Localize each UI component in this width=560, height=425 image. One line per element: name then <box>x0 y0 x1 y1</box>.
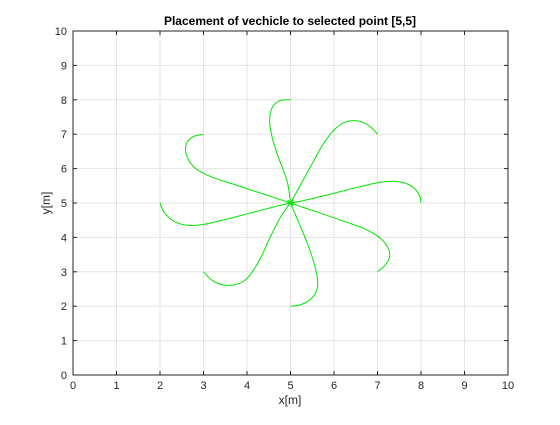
trajectory-line-7 <box>159 202 291 227</box>
y-tick-label: 10 <box>55 26 67 38</box>
y-tick-label: 8 <box>61 95 67 107</box>
y-tick-label: 5 <box>61 198 67 210</box>
y-tick-label: 3 <box>61 267 67 279</box>
x-tick-label: 9 <box>461 380 467 392</box>
y-tick-label: 2 <box>61 301 67 313</box>
x-tick-label: 10 <box>502 380 514 392</box>
series-group <box>159 99 422 307</box>
x-tick-label: 8 <box>418 380 424 392</box>
y-tick-label: 6 <box>61 164 67 176</box>
x-tick-label: 6 <box>331 380 337 392</box>
trajectory-line-4 <box>290 202 391 273</box>
y-tick-label: 9 <box>61 60 67 72</box>
target-point-marker <box>287 199 294 207</box>
y-tick-label: 1 <box>61 336 67 348</box>
x-tick-label: 7 <box>374 380 380 392</box>
y-axis-label: y[m] <box>39 192 53 215</box>
trajectory-line-6 <box>203 202 291 286</box>
ticks: 0 1 2 3 4 5 6 7 8 9 10 0 1 2 3 4 5 6 7 8 9 10 <box>55 26 514 392</box>
x-tick-label: 0 <box>70 380 76 392</box>
x-axis-label: x[m] <box>279 393 302 407</box>
y-tick-label: 0 <box>61 370 67 382</box>
x-tick-label: 5 <box>287 380 293 392</box>
trajectory-line-3 <box>290 180 422 204</box>
chart-title: Placement of vechicle to selected point … <box>164 14 416 28</box>
x-tick-label: 2 <box>157 380 163 392</box>
y-tick-label: 7 <box>61 129 67 141</box>
trajectory-line-1 <box>269 99 291 204</box>
trajectory-line-8 <box>185 133 291 204</box>
x-tick-label: 3 <box>200 380 206 392</box>
trajectory-line-5 <box>290 202 319 307</box>
trajectory-line-2 <box>290 120 378 204</box>
x-tick-label: 4 <box>244 380 250 392</box>
x-tick-label: 1 <box>113 380 119 392</box>
y-tick-label: 4 <box>61 232 67 244</box>
